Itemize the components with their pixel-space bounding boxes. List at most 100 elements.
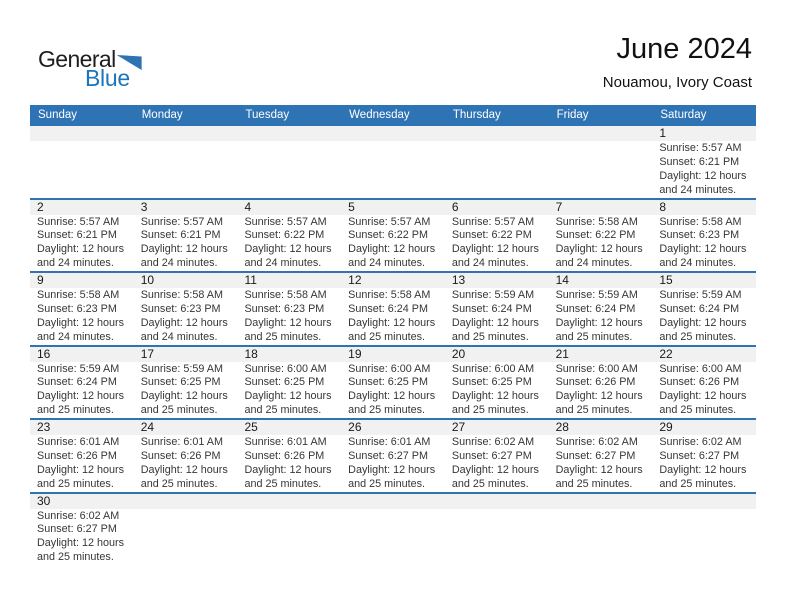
- day-details: Sunrise: 5:57 AM Sunset: 6:22 PM Daylight:…: [237, 215, 341, 272]
- day-number: 13: [444, 273, 549, 288]
- sunset-text: Sunset: 6:23 PM: [140, 302, 221, 315]
- day-cell-30: 30 Sunrise: 6:02 AM Sunset: 6:27 PM Dayligh…: [30, 493, 134, 566]
- day-cell-13: 13 Sunrise: 5:59 AM Sunset: 6:24 PM Dayligh…: [444, 273, 549, 345]
- weeks-container: 1 Sunrise: 5:57 AM Sunset: 6:21 PM Daylight…: [30, 124, 757, 566]
- weekday-header-thursday: Thursday: [452, 108, 501, 121]
- sunset-text: Sunset: 6:26 PM: [555, 376, 636, 389]
- sunset-text: Sunset: 6:27 PM: [451, 449, 532, 462]
- daylight2-text: and 25 minutes.: [451, 404, 529, 417]
- sunset-text: Sunset: 6:21 PM: [140, 229, 221, 242]
- sunrise-text: Sunrise: 5:58 AM: [140, 289, 223, 301]
- sunset-text: Sunset: 6:26 PM: [659, 376, 740, 389]
- day-cell-5: 5 Sunrise: 5:57 AM Sunset: 6:22 PM Daylight…: [341, 199, 445, 272]
- daylight2-text: and 24 minutes.: [348, 257, 425, 270]
- sunrise-text: Sunrise: 5:57 AM: [451, 215, 535, 228]
- sunrise-text: Sunrise: 5:57 AM: [140, 215, 223, 228]
- sunrise-text: Sunrise: 6:00 AM: [348, 362, 431, 375]
- day-number: [237, 126, 342, 141]
- daylight2-text: and 24 minutes.: [37, 257, 114, 270]
- day-cell-empty: [133, 126, 238, 198]
- daylight1-text: Daylight: 12 hours: [37, 463, 125, 476]
- week-row-4: 16 Sunrise: 5:59 AM Sunset: 6:24 PM Dayligh…: [30, 344, 757, 419]
- weekday-header-monday: Monday: [141, 108, 183, 121]
- day-cell-19: 19 Sunrise: 6:00 AM Sunset: 6:25 PM Dayligh…: [341, 346, 445, 419]
- day-cell-empty: [237, 126, 342, 198]
- sunset-text: Sunset: 6:24 PM: [37, 376, 117, 389]
- daylight1-text: Daylight: 12 hours: [451, 390, 539, 403]
- sunset-text: Sunset: 6:21 PM: [659, 155, 740, 168]
- day-details: Sunrise: 5:59 AM Sunset: 6:24 PM Daylight:…: [30, 362, 134, 419]
- weekday-header-wednesday: Wednesday: [349, 108, 410, 121]
- daylight1-text: Daylight: 12 hours: [37, 316, 125, 329]
- sunrise-text: Sunrise: 6:02 AM: [37, 509, 120, 522]
- day-number: 9: [30, 273, 134, 288]
- day-details: Sunrise: 5:58 AM Sunset: 6:24 PM Daylight:…: [341, 288, 445, 345]
- day-cell-22: 22 Sunrise: 6:00 AM Sunset: 6:26 PM Dayligh…: [652, 346, 757, 419]
- day-number: 22: [652, 346, 757, 362]
- daylight1-text: Daylight: 12 hours: [37, 390, 125, 403]
- daylight1-text: Daylight: 12 hours: [140, 390, 228, 403]
- general-blue-logo: General Blue: [38, 48, 148, 90]
- sunrise-text: Sunrise: 6:01 AM: [348, 436, 431, 448]
- daylight1-text: Daylight: 12 hours: [348, 243, 436, 256]
- daylight2-text: and 25 minutes.: [659, 330, 737, 343]
- day-number: 1: [652, 126, 757, 141]
- sunrise-text: Sunrise: 5:59 AM: [451, 289, 535, 301]
- day-cell-empty: [548, 126, 653, 198]
- day-number: 8: [652, 199, 757, 215]
- sunrise-text: Sunrise: 5:58 AM: [659, 215, 742, 228]
- title-block: June 2024 Nouamou, Ivory Coast: [603, 33, 752, 91]
- sunrise-text: Sunrise: 6:02 AM: [659, 436, 742, 448]
- day-number: 25: [237, 420, 342, 435]
- daylight1-text: Daylight: 12 hours: [140, 463, 228, 476]
- daylight2-text: and 24 minutes.: [659, 183, 737, 196]
- daylight2-text: and 25 minutes.: [451, 330, 529, 343]
- sunset-text: Sunset: 6:27 PM: [659, 449, 740, 462]
- daylight2-text: and 24 minutes.: [659, 257, 737, 270]
- sunset-text: Sunset: 6:24 PM: [451, 302, 532, 315]
- day-cell-empty: [30, 126, 134, 198]
- day-number: 6: [444, 199, 549, 215]
- daylight2-text: and 25 minutes.: [348, 330, 425, 343]
- day-number: 26: [341, 420, 445, 435]
- daylight1-text: Daylight: 12 hours: [244, 390, 332, 403]
- day-number: 19: [341, 346, 445, 362]
- day-number: 29: [652, 420, 757, 435]
- daylight1-text: Daylight: 12 hours: [451, 316, 539, 329]
- day-details: Sunrise: 6:00 AM Sunset: 6:26 PM Daylight:…: [549, 362, 653, 419]
- daylight2-text: and 25 minutes.: [555, 404, 633, 417]
- day-cell-9: 9 Sunrise: 5:58 AM Sunset: 6:23 PM Daylight…: [30, 273, 134, 345]
- sunrise-text: Sunrise: 6:00 AM: [451, 362, 535, 375]
- day-number: 16: [30, 346, 134, 362]
- sunset-text: Sunset: 6:27 PM: [37, 523, 117, 536]
- sunset-text: Sunset: 6:27 PM: [555, 449, 636, 462]
- day-cell-8: 8 Sunrise: 5:58 AM Sunset: 6:23 PM Daylight…: [652, 199, 757, 272]
- day-details: Sunrise: 5:59 AM Sunset: 6:24 PM Daylight:…: [445, 288, 549, 345]
- day-details: Sunrise: 6:02 AM Sunset: 6:27 PM Daylight:…: [30, 509, 134, 566]
- sunrise-text: Sunrise: 5:58 AM: [555, 215, 638, 228]
- day-details: Sunrise: 5:58 AM Sunset: 6:23 PM Daylight:…: [652, 215, 756, 272]
- day-cell-17: 17 Sunrise: 5:59 AM Sunset: 6:25 PM Dayligh…: [133, 346, 238, 419]
- sunset-text: Sunset: 6:24 PM: [659, 302, 740, 315]
- day-cell-empty: [341, 493, 445, 566]
- day-cell-4: 4 Sunrise: 5:57 AM Sunset: 6:22 PM Daylight…: [237, 199, 342, 272]
- day-details: Sunrise: 6:00 AM Sunset: 6:26 PM Daylight:…: [652, 362, 756, 419]
- weekday-header-saturday: Saturday: [660, 108, 707, 121]
- day-cell-27: 27 Sunrise: 6:02 AM Sunset: 6:27 PM Dayligh…: [444, 420, 549, 492]
- calendar: Sunday Monday Tuesday Wednesday Thursday Frid…: [30, 105, 757, 566]
- daylight1-text: Daylight: 12 hours: [659, 316, 747, 329]
- day-details: Sunrise: 6:01 AM Sunset: 6:27 PM Daylight:…: [341, 435, 445, 492]
- daylight1-text: Daylight: 12 hours: [37, 537, 125, 550]
- day-number: 12: [341, 273, 445, 288]
- day-details: Sunrise: 5:59 AM Sunset: 6:24 PM Daylight:…: [549, 288, 653, 345]
- day-number: [237, 493, 342, 509]
- day-number: 10: [133, 273, 238, 288]
- daylight2-text: and 25 minutes.: [140, 477, 218, 490]
- day-number: [341, 493, 445, 509]
- day-number: [444, 493, 549, 509]
- day-details: Sunrise: 6:02 AM Sunset: 6:27 PM Daylight:…: [652, 435, 756, 492]
- day-cell-15: 15 Sunrise: 5:59 AM Sunset: 6:24 PM Dayligh…: [652, 273, 757, 345]
- day-number: [652, 493, 757, 509]
- sunrise-text: Sunrise: 6:00 AM: [659, 362, 742, 375]
- daylight1-text: Daylight: 12 hours: [659, 463, 747, 476]
